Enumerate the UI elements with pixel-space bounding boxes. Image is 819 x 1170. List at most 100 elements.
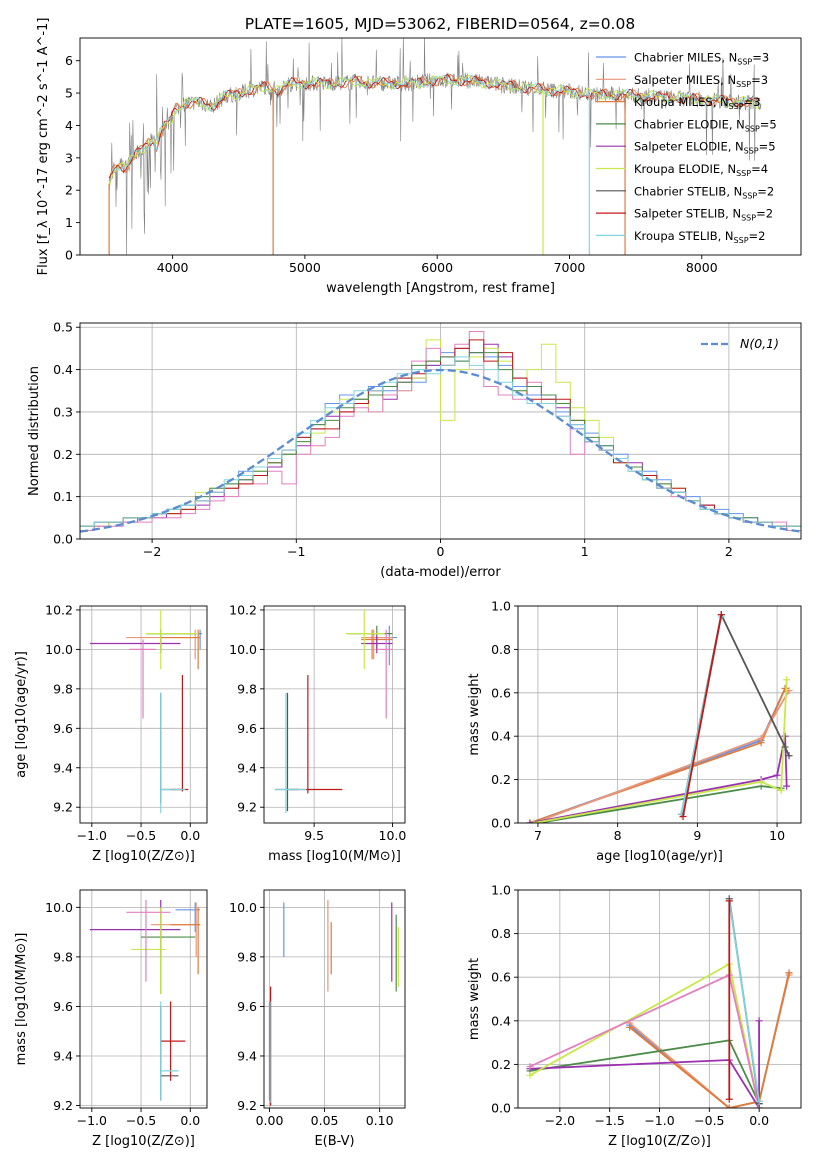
plot-area: 4000 5000 6000 7000 8000 0 1 2 3 4 5 6 wavelength [A… [14,18,802,1149]
x-tick-label: −2 [143,544,161,559]
weight-point [783,782,791,790]
legend-subscript: SSP [744,147,759,156]
weight-point [785,969,793,977]
x-tick-label: −1.0 [77,1113,107,1128]
y-tick-label: 0 [65,248,73,263]
weight-point [777,786,785,794]
x-tick-label: 0 [437,544,445,559]
weight-series [682,614,723,817]
histogram-series [80,356,801,539]
weight-series [537,785,782,823]
legend-text: =3 [751,73,768,87]
y-tick-label: 9.6 [53,721,73,736]
legend-text: =3 [752,51,769,65]
y-tick-label: 10.0 [45,900,73,915]
weight-series [529,1020,760,1108]
y-axis-label: mass [log10(M/M⊙)] [14,933,29,1066]
legend-text: =2 [756,207,773,221]
y-axis-label: age [log10(age/yr)] [14,651,29,778]
age-vs-Z-axes: −1.0 −0.5 0.0 9.2 9.4 9.6 9.8 10.0 10.2 Z [log10(… [14,602,208,864]
weight-series [629,972,790,1108]
legend-entry: Kroupa ELODIE, NSSP=4 [634,162,768,178]
y-tick-label: 9.4 [237,760,257,775]
x-axis-label: age [log10(age/yr)] [596,849,723,864]
weight-point [717,611,725,619]
weight-point [526,1071,534,1079]
legend-entry: Chabrier MILES, NSSP=3 [634,51,769,67]
y-tick-label: 9.8 [237,949,257,964]
legend-text: =4 [751,162,768,176]
y-tick-label: 9.4 [53,1048,73,1063]
y-tick-label: 9.2 [53,800,73,815]
y-tick-label: 9.8 [53,949,73,964]
legend-subscript: SSP [742,191,757,200]
weight-point [757,734,765,742]
mass-vs-EBV-marks [268,899,399,1106]
y-tick-label: 0.2 [491,772,511,787]
y-tick-label: 0.3 [53,404,73,419]
y-tick-label: 0.0 [53,532,73,547]
legend-subscript: SSP [736,169,751,178]
legend-text: Kroupa STELIB, N [634,229,734,243]
x-axis-label: Z [log10(Z/Z⊙)] [92,1134,195,1149]
weight-point [725,1104,733,1108]
y-tick-label: 0.8 [491,642,511,657]
y-tick-label: 6 [65,53,73,68]
x-tick-label: −1.5 [594,1113,624,1128]
weight-vs-Z-marks [526,895,793,1108]
x-tick-label: 8 [614,828,622,843]
y-axis-label: Normed distribution [27,366,42,496]
x-tick-label: 4000 [157,260,189,275]
legend-subscript: SSP [729,102,744,111]
weight-vs-age-axes: 7 8 9 10 0.0 0.2 0.4 0.6 0.8 1.0 age [log10(age/yr… [467,599,802,864]
weight-point [679,812,687,820]
y-tick-label: 4 [65,118,73,133]
spectrum-marks [108,38,762,255]
weight-point [781,684,789,692]
histogram-series [80,352,801,539]
y-tick-label: 0.6 [491,970,511,985]
legend-text: Salpeter ELODIE, N [634,140,744,154]
y-tick-label: 10.2 [229,602,257,617]
y-tick-label: 3 [65,150,73,165]
legend-text: Chabrier STELIB, N [634,184,742,198]
legend-subscript: SSP [737,58,752,67]
weight-series [728,900,760,1102]
spectrum-axes: 4000 5000 6000 7000 8000 0 1 2 3 4 5 6 wavelength [A… [36,18,802,296]
legend-subscript: SSP [741,214,756,223]
y-tick-label: 9.6 [53,999,73,1014]
x-tick-label: 0.00 [256,1113,284,1128]
legend-entry: Chabrier ELODIE, NSSP=5 [634,117,777,133]
x-tick-label: −0.5 [126,828,156,843]
mass-vs-Z-marks [89,899,201,1101]
legend-entry: Kroupa MILES, NSSP=3 [634,95,760,111]
y-tick-label: 9.6 [237,999,257,1014]
model-spectrum [108,75,761,188]
weight-point [526,819,534,823]
legend-text: =5 [759,140,776,154]
x-axis-label: wavelength [Angstrom, rest frame] [326,281,555,296]
x-axis-label: (data-model)/error [380,565,501,580]
x-tick-label: −1.0 [77,828,107,843]
legend-entry: Salpeter STELIB, NSSP=2 [634,207,773,223]
weight-point [755,1017,763,1025]
legend-entry: N(0,1) [740,336,779,351]
y-tick-label: 2 [65,183,73,198]
axes-frame [263,605,406,824]
x-tick-label: 5000 [289,260,321,275]
weight-point [773,771,781,779]
x-tick-label: 0.0 [749,1113,769,1128]
y-tick-label: 0.0 [491,1101,511,1116]
x-tick-label: −1.0 [644,1113,674,1128]
x-tick-label: 2 [725,544,733,559]
weight-point [530,819,538,823]
x-tick-label: 0.0 [180,1113,200,1128]
age-vs-mass-marks [274,609,398,814]
legend-entry: Salpeter ELODIE, NSSP=5 [634,140,776,156]
legend-text: Chabrier MILES, N [634,51,737,65]
y-tick-label: 10.2 [45,602,73,617]
weight-point [526,1063,534,1071]
x-tick-label: 0.05 [311,1113,339,1128]
y-tick-label: 1.0 [491,883,511,898]
